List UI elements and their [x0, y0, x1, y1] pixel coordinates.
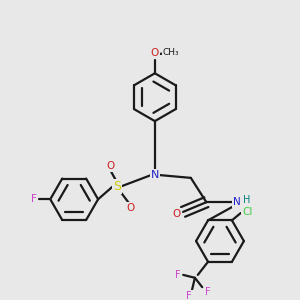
- Text: O: O: [106, 161, 115, 171]
- Text: S: S: [113, 180, 121, 193]
- Text: F: F: [175, 270, 181, 280]
- Text: Cl: Cl: [242, 207, 252, 217]
- Text: CH₃: CH₃: [163, 48, 179, 57]
- Text: O: O: [126, 203, 134, 213]
- Text: H: H: [243, 195, 250, 205]
- Text: O: O: [172, 209, 181, 219]
- Text: O: O: [151, 48, 159, 58]
- Text: F: F: [205, 287, 210, 297]
- Text: F: F: [31, 194, 37, 204]
- Text: F: F: [186, 291, 192, 300]
- Text: N: N: [233, 197, 241, 207]
- Text: N: N: [151, 170, 159, 180]
